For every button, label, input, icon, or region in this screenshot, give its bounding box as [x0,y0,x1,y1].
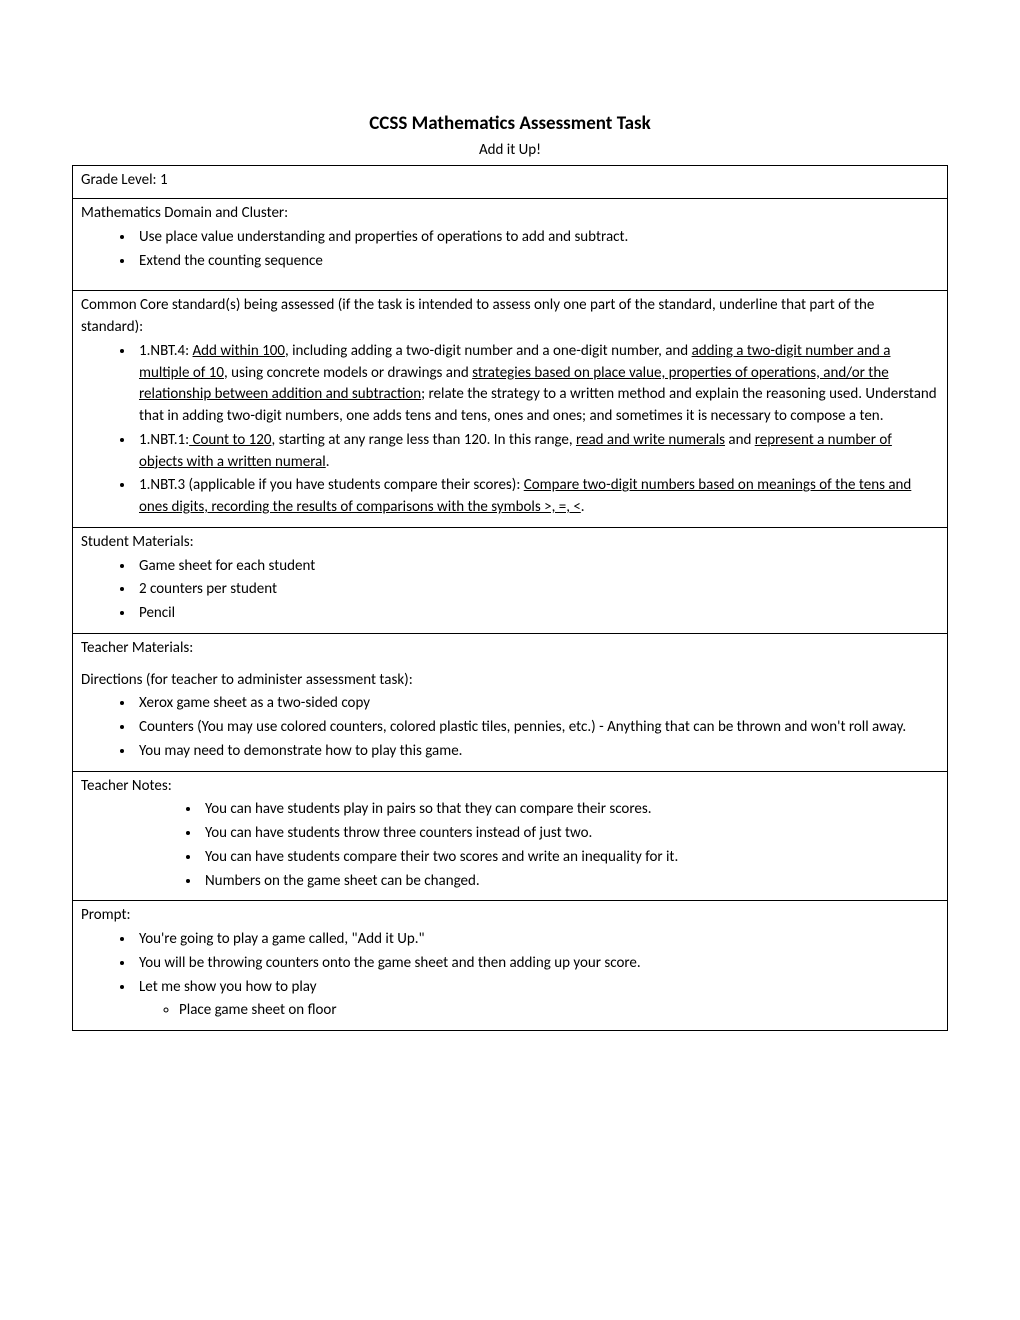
student-materials-cell: Student Materials: Game sheet for each s… [73,527,948,633]
std-underline: read and write numerals [576,431,725,449]
list-item: 1.NBT.4: Add within 100, including addin… [135,341,939,428]
list-item: Let me show you how to play [135,977,939,999]
list-item: 1.NBT.1: Count to 120, starting at any r… [135,430,939,474]
teacher-notes-cell: Teacher Notes: You can have students pla… [73,771,948,901]
domain-cluster-label: Mathematics Domain and Cluster: [81,203,939,225]
list-item: You may need to demonstrate how to play … [135,741,939,763]
domain-cluster-cell: Mathematics Domain and Cluster: Use plac… [73,199,948,291]
grade-level-text: Grade Level: 1 [81,171,168,189]
list-item: Extend the counting sequence [135,251,939,273]
teacher-materials-list: Xerox game sheet as a two-sided copy Cou… [135,693,939,762]
list-item: Game sheet for each student [135,556,939,578]
std-text: 1.NBT.3 (applicable if you have students… [139,476,524,494]
teacher-materials-label: Teacher Materials: [81,638,939,660]
prompt-list: You're going to play a game called, "Add… [135,929,939,998]
list-item: You can have students play in pairs so t… [201,799,939,821]
teacher-materials-cell: Teacher Materials: Directions (for teach… [73,633,948,771]
std-text: . [326,453,330,471]
std-text: , starting at any range less than 120. I… [271,431,576,449]
page-title: CCSS Mathematics Assessment Task [72,110,948,138]
list-item: You can have students throw three counte… [201,823,939,845]
std-text: , including adding a two-digit number an… [285,342,692,360]
std-text: 1.NBT.1: [139,431,189,449]
domain-cluster-list: Use place value understanding and proper… [135,227,939,273]
prompt-sublist: Place game sheet on floor [179,1000,939,1022]
list-item: You're going to play a game called, "Add… [135,929,939,951]
std-underline: Count to 120 [189,431,271,449]
std-text: , using concrete models or drawings and [224,364,472,382]
std-underline: Add within 100 [193,342,285,360]
std-text: and [725,431,755,449]
list-item: 2 counters per student [135,579,939,601]
list-item: Place game sheet on floor [179,1000,939,1022]
list-item: You will be throwing counters onto the g… [135,953,939,975]
list-item: Xerox game sheet as a two-sided copy [135,693,939,715]
teacher-notes-list: You can have students play in pairs so t… [201,799,939,892]
page-subtitle: Add it Up! [72,140,948,162]
prompt-cell: Prompt: You're going to play a game call… [73,901,948,1031]
standards-list: 1.NBT.4: Add within 100, including addin… [135,341,939,519]
standards-cell: Common Core standard(s) being assessed (… [73,291,948,528]
list-item: Pencil [135,603,939,625]
prompt-label: Prompt: [81,905,939,927]
assessment-table: Grade Level: 1 Mathematics Domain and Cl… [72,165,948,1031]
list-item: Numbers on the game sheet can be changed… [201,871,939,893]
list-item: You can have students compare their two … [201,847,939,869]
standards-label: Common Core standard(s) being assessed (… [81,295,939,339]
student-materials-list: Game sheet for each student 2 counters p… [135,556,939,625]
student-materials-label: Student Materials: [81,532,939,554]
teacher-notes-label: Teacher Notes: [81,776,939,798]
list-item: 1.NBT.3 (applicable if you have students… [135,475,939,519]
directions-label: Directions (for teacher to administer as… [81,670,939,692]
grade-level-cell: Grade Level: 1 [73,166,948,199]
list-item: Use place value understanding and proper… [135,227,939,249]
list-item: Counters (You may use colored counters, … [135,717,939,739]
std-text: . [581,498,585,516]
std-text: 1.NBT.4: [139,342,193,360]
